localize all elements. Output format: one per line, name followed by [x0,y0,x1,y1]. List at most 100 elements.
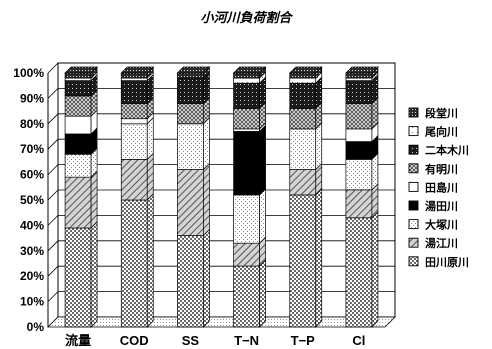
bar-segment [233,242,260,267]
gridline-side [47,240,59,252]
x-category-label: Cl [352,333,365,348]
bar-top [288,66,323,74]
legend-label: 湯田川 [425,199,458,213]
bar-segment [345,72,373,79]
gridline-side [47,62,59,74]
legend-label: 有明川 [425,162,458,176]
y-tick-label: 60% [20,168,44,182]
bar-segment [120,118,148,125]
bar-top [120,66,155,74]
gridline-side [47,113,59,125]
bar-segment [233,131,260,196]
bar-segment-side [90,170,98,229]
bar-stacks [64,66,379,328]
bar-segment [233,108,260,130]
legend-swatch [408,163,419,174]
bar-segment [64,153,92,178]
bar-segment-side [203,162,210,237]
bar-segment [289,82,317,109]
bar-segment [177,77,204,104]
bar-segment [64,95,92,117]
bar-segment [120,123,148,160]
bar-segment [177,235,204,328]
gridline-side [47,88,59,99]
x-category-label: T−P [291,333,316,348]
bar-segment [177,169,204,236]
bar-segment [120,159,148,201]
bar-segment [177,72,204,79]
bar-segment [64,227,92,328]
bar-segment-side [146,152,154,201]
bar-segment [120,80,148,104]
bar-segment [120,77,148,81]
gridline-side [47,291,59,302]
y-axis-tick-labels: 0% 10% 20% 30% 40% 50% 60% 70% 80% 90% 100% [13,66,44,334]
y-tick-label: 20% [20,269,44,283]
bar-segment [233,128,260,132]
x-category-label: T−N [234,333,259,348]
legend-label: 段堂川 [425,106,458,120]
bar-segment [345,103,373,130]
y-tick-label: 70% [20,142,44,156]
bar-segment [289,128,317,170]
x-axis-category-labels: 流量 COD SS T−N T−P Cl [65,333,365,348]
x-category-label: COD [120,333,149,348]
y-tick-label: 80% [20,117,44,131]
bar-segment [177,103,204,125]
bar-top [64,66,98,74]
plot-floor [47,316,396,328]
y-tick-label: 40% [20,218,44,232]
bar-segment [120,103,148,120]
bar-segment [345,77,373,81]
bar-segment-side [90,221,98,328]
bar-segment [289,108,317,130]
bar-segment [289,194,317,328]
bar-segment [177,123,204,170]
floor-plane [47,316,396,328]
bar-segment [289,169,317,196]
legend-swatch [408,107,419,118]
bar-segment [233,265,260,328]
bar-segment-side [259,259,266,328]
bar-segment-side [315,122,323,171]
y-tick-label: 0% [27,320,45,334]
bar-segment-side [203,228,210,328]
legend-swatch [408,219,419,230]
bar-segment-side [203,116,210,171]
bar-segment [64,133,92,155]
bar-segment [233,82,260,109]
y-tick-label: 90% [20,91,44,105]
y-tick-label: 30% [20,244,44,258]
gridline-side [47,164,59,175]
bar-segment [345,217,373,328]
y-tick-label: 100% [13,66,44,80]
bar-segment [289,77,317,84]
bar-segment-side [371,210,379,328]
bar-segment-side [259,188,266,245]
x-category-label: SS [182,333,200,348]
legend-label: 田川原川 [425,256,469,269]
bar-segment [345,189,373,219]
bar-segment [120,199,148,328]
bar-segment-side [146,116,154,161]
bar-segment [64,176,92,229]
bar-segment [345,128,373,142]
legend-swatch [408,144,419,155]
bar-segment [345,80,373,104]
y-tick-label: 10% [20,295,44,309]
bar-segment-side [259,124,266,196]
legend-label: 二本木川 [425,143,469,157]
x-category-label: 流量 [65,333,91,348]
bar-segment [233,72,260,79]
bar-segment-side [315,188,323,328]
bar-segment [120,72,148,79]
legend-label: 湯江川 [425,236,458,250]
bar-segment [64,77,92,81]
gridline-side [47,138,59,150]
gridline-side [47,189,59,201]
legend-swatch [408,126,419,137]
y-tick-label: 50% [20,193,44,207]
legend-swatch [408,237,419,248]
